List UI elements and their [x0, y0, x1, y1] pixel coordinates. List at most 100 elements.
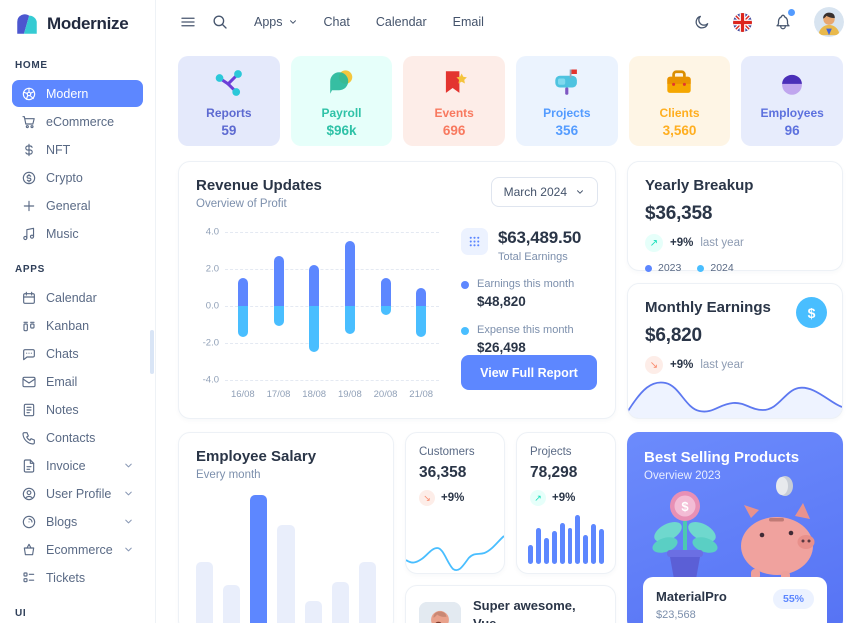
moon-icon[interactable]	[686, 6, 718, 38]
sidebar-item-ecommerce[interactable]: Ecommerce	[12, 536, 143, 563]
salary-bar[interactable]	[358, 561, 376, 623]
announcement-card: Super awesome, Vue coming soon!	[405, 585, 616, 623]
svg-text:$: $	[681, 499, 689, 514]
blog-icon	[21, 514, 37, 530]
projects-bar[interactable]	[599, 529, 605, 564]
chevron-down-icon	[288, 17, 298, 27]
total-earnings-label: Total Earnings	[498, 251, 568, 263]
projects-bar[interactable]	[591, 524, 597, 564]
salary-bar[interactable]	[277, 525, 295, 623]
salary-bar[interactable]	[304, 601, 322, 623]
sidebar-item-nft[interactable]: NFT	[12, 136, 143, 163]
customers-line-chart	[406, 535, 504, 571]
chevron-down-icon	[123, 516, 134, 527]
projects-mini-card: Projects 78,298 ↗ +9%	[516, 432, 616, 574]
projects-bar[interactable]	[535, 528, 541, 564]
ticket-icon	[21, 570, 37, 586]
topbar-nav-label: Email	[452, 15, 484, 29]
stat-card-value: 356	[555, 122, 579, 138]
search-icon[interactable]	[204, 6, 236, 38]
sidebar-nav: HOME Modern eCommerce NFT Crypto General Music…	[0, 60, 155, 623]
product-name: MaterialPro	[656, 589, 727, 604]
total-earnings-value: $63,489.50	[498, 228, 582, 247]
stat-card-employees[interactable]: Employees 96	[741, 56, 843, 146]
revenue-bar-20/08[interactable]	[380, 232, 391, 380]
period-select[interactable]: March 2024	[490, 177, 598, 207]
customers-value: 36,358	[419, 464, 467, 481]
sidebar-item-blogs[interactable]: Blogs	[12, 508, 143, 535]
view-full-report-button[interactable]: View Full Report	[461, 355, 597, 390]
sidebar-item-email[interactable]: Email	[12, 368, 143, 395]
projects-bar[interactable]	[575, 515, 581, 564]
stat-card-clients[interactable]: Clients 3,560	[628, 56, 731, 146]
revenue-bar-16/08[interactable]	[237, 232, 248, 380]
revenue-bar-21/08[interactable]	[416, 232, 427, 380]
stat-card-payroll[interactable]: Payroll $96k	[290, 56, 393, 146]
uk-flag-icon[interactable]	[733, 12, 752, 32]
revenue-bar-19/08[interactable]	[344, 232, 355, 380]
earnings-legend-dot	[461, 281, 469, 289]
briefcase-icon	[661, 65, 697, 101]
salary-bar[interactable]	[196, 561, 214, 623]
topbar-nav-email[interactable]: Email	[443, 9, 494, 35]
sidebar-item-label: Contacts	[46, 430, 96, 445]
chevron-down-icon	[123, 544, 134, 555]
sidebar-section-label: HOME	[15, 60, 48, 71]
cart-icon	[21, 114, 37, 130]
dollar-circle-icon[interactable]: $	[796, 297, 827, 328]
stat-card-value: 3,560	[662, 122, 697, 138]
bell-icon[interactable]	[767, 6, 799, 38]
projects-bar[interactable]	[551, 531, 557, 564]
sidebar-item-kanban[interactable]: Kanban	[12, 312, 143, 339]
revenue-bar-18/08[interactable]	[309, 232, 320, 380]
hamburger-icon[interactable]	[172, 6, 204, 38]
sidebar-item-invoice[interactable]: Invoice	[12, 452, 143, 479]
notification-dot	[788, 9, 795, 16]
salary-bar[interactable]	[250, 495, 268, 623]
legend-label: 2023	[658, 262, 682, 274]
projects-bar[interactable]	[567, 528, 573, 564]
sidebar-item-chats[interactable]: Chats	[12, 340, 143, 367]
trend-up-icon: ↗	[645, 234, 663, 252]
product-row[interactable]: MaterialPro $23,568 55%	[643, 577, 827, 623]
salary-bar[interactable]	[331, 581, 349, 623]
mailbox-icon	[549, 65, 585, 101]
topbar-nav-chat[interactable]: Chat	[314, 9, 360, 35]
sidebar-item-crypto[interactable]: Crypto	[12, 164, 143, 191]
stat-card-events[interactable]: Events 696	[403, 56, 505, 146]
user-avatar[interactable]	[814, 7, 844, 37]
projects-bar[interactable]	[528, 545, 533, 564]
sidebar-section: UIUi Elements	[0, 608, 155, 623]
bookmark-star-icon	[436, 65, 472, 101]
projects-bar[interactable]	[543, 538, 549, 564]
projects-bar[interactable]	[559, 523, 565, 564]
projects-title: Projects	[530, 446, 572, 458]
topbar: Apps Chat Calendar Email	[156, 0, 862, 44]
brand-logo[interactable]: Modernize	[0, 0, 155, 43]
sidebar-item-notes[interactable]: Notes	[12, 396, 143, 423]
sidebar-item-modern[interactable]: Modern	[12, 80, 143, 107]
sidebar-item-tickets[interactable]: Tickets	[12, 564, 143, 591]
sidebar-item-user-profile[interactable]: User Profile	[12, 480, 143, 507]
dashboard-content: Reports 59 Payroll $96k Events 696 Projects 356…	[156, 44, 862, 623]
aperture-icon	[21, 86, 37, 102]
projects-bar[interactable]	[583, 535, 589, 564]
sidebar-item-ecommerce[interactable]: eCommerce	[12, 108, 143, 135]
stat-card-projects[interactable]: Projects 356	[515, 56, 618, 146]
topbar-nav: Apps Chat Calendar Email	[244, 9, 494, 35]
sidebar-item-contacts[interactable]: Contacts	[12, 424, 143, 451]
sidebar-item-label: Chats	[46, 346, 79, 361]
revenue-bar-17/08[interactable]	[273, 232, 284, 380]
topbar-nav-apps[interactable]: Apps	[244, 9, 308, 35]
sidebar-item-calendar[interactable]: Calendar	[12, 284, 143, 311]
salary-bar[interactable]	[223, 584, 241, 623]
sidebar-scrollbar[interactable]	[150, 330, 154, 374]
stat-card-reports[interactable]: Reports 59	[178, 56, 280, 146]
brand-logo-icon	[17, 14, 37, 34]
topbar-nav-calendar[interactable]: Calendar	[366, 9, 437, 35]
sidebar-item-general[interactable]: General	[12, 192, 143, 219]
grid-dots-icon	[461, 228, 488, 255]
projects-bar-chart	[528, 514, 605, 564]
sidebar-item-label: Kanban	[46, 318, 90, 333]
sidebar-item-music[interactable]: Music	[12, 220, 143, 247]
